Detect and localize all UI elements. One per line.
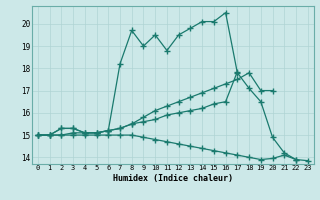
X-axis label: Humidex (Indice chaleur): Humidex (Indice chaleur) <box>113 174 233 183</box>
